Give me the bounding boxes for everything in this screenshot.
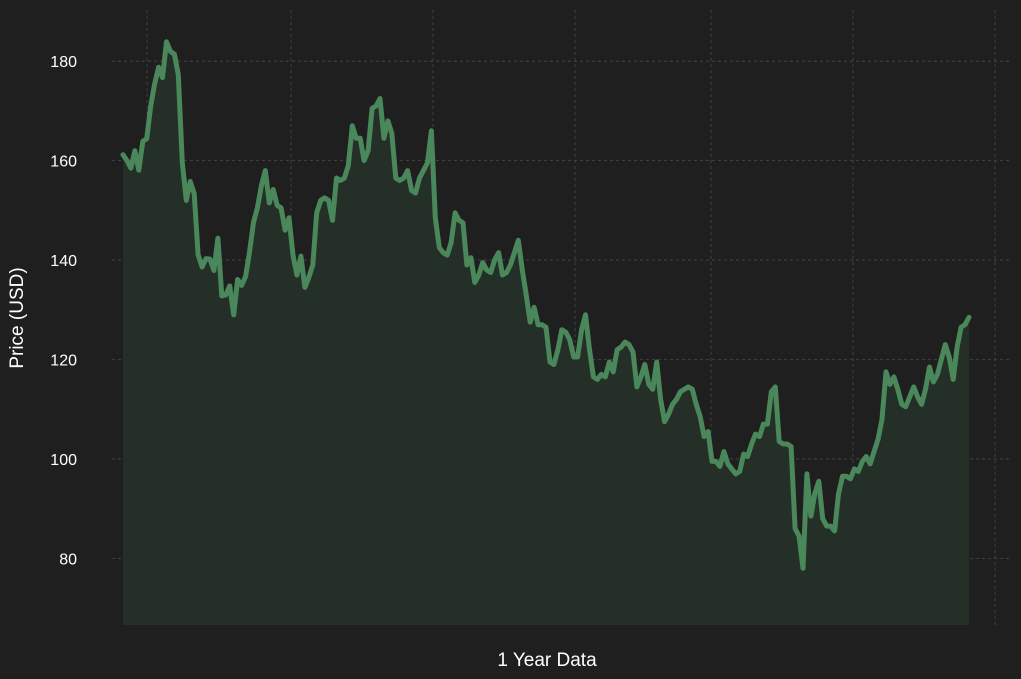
y-tick-label: 100 [50,452,77,469]
price-line [120,39,972,571]
y-tick-label: 80 [59,551,77,568]
y-tick-label: 160 [50,154,77,171]
y-axis-label: Price (USD) [7,267,28,368]
y-tick-label: 120 [50,353,77,370]
y-tick-label: 140 [50,253,77,270]
y-tick-label: 180 [50,54,77,71]
x-axis-label: 1 Year Data [497,650,597,671]
y-axis-ticks: 80 100 120 140 160 180 [50,54,77,568]
